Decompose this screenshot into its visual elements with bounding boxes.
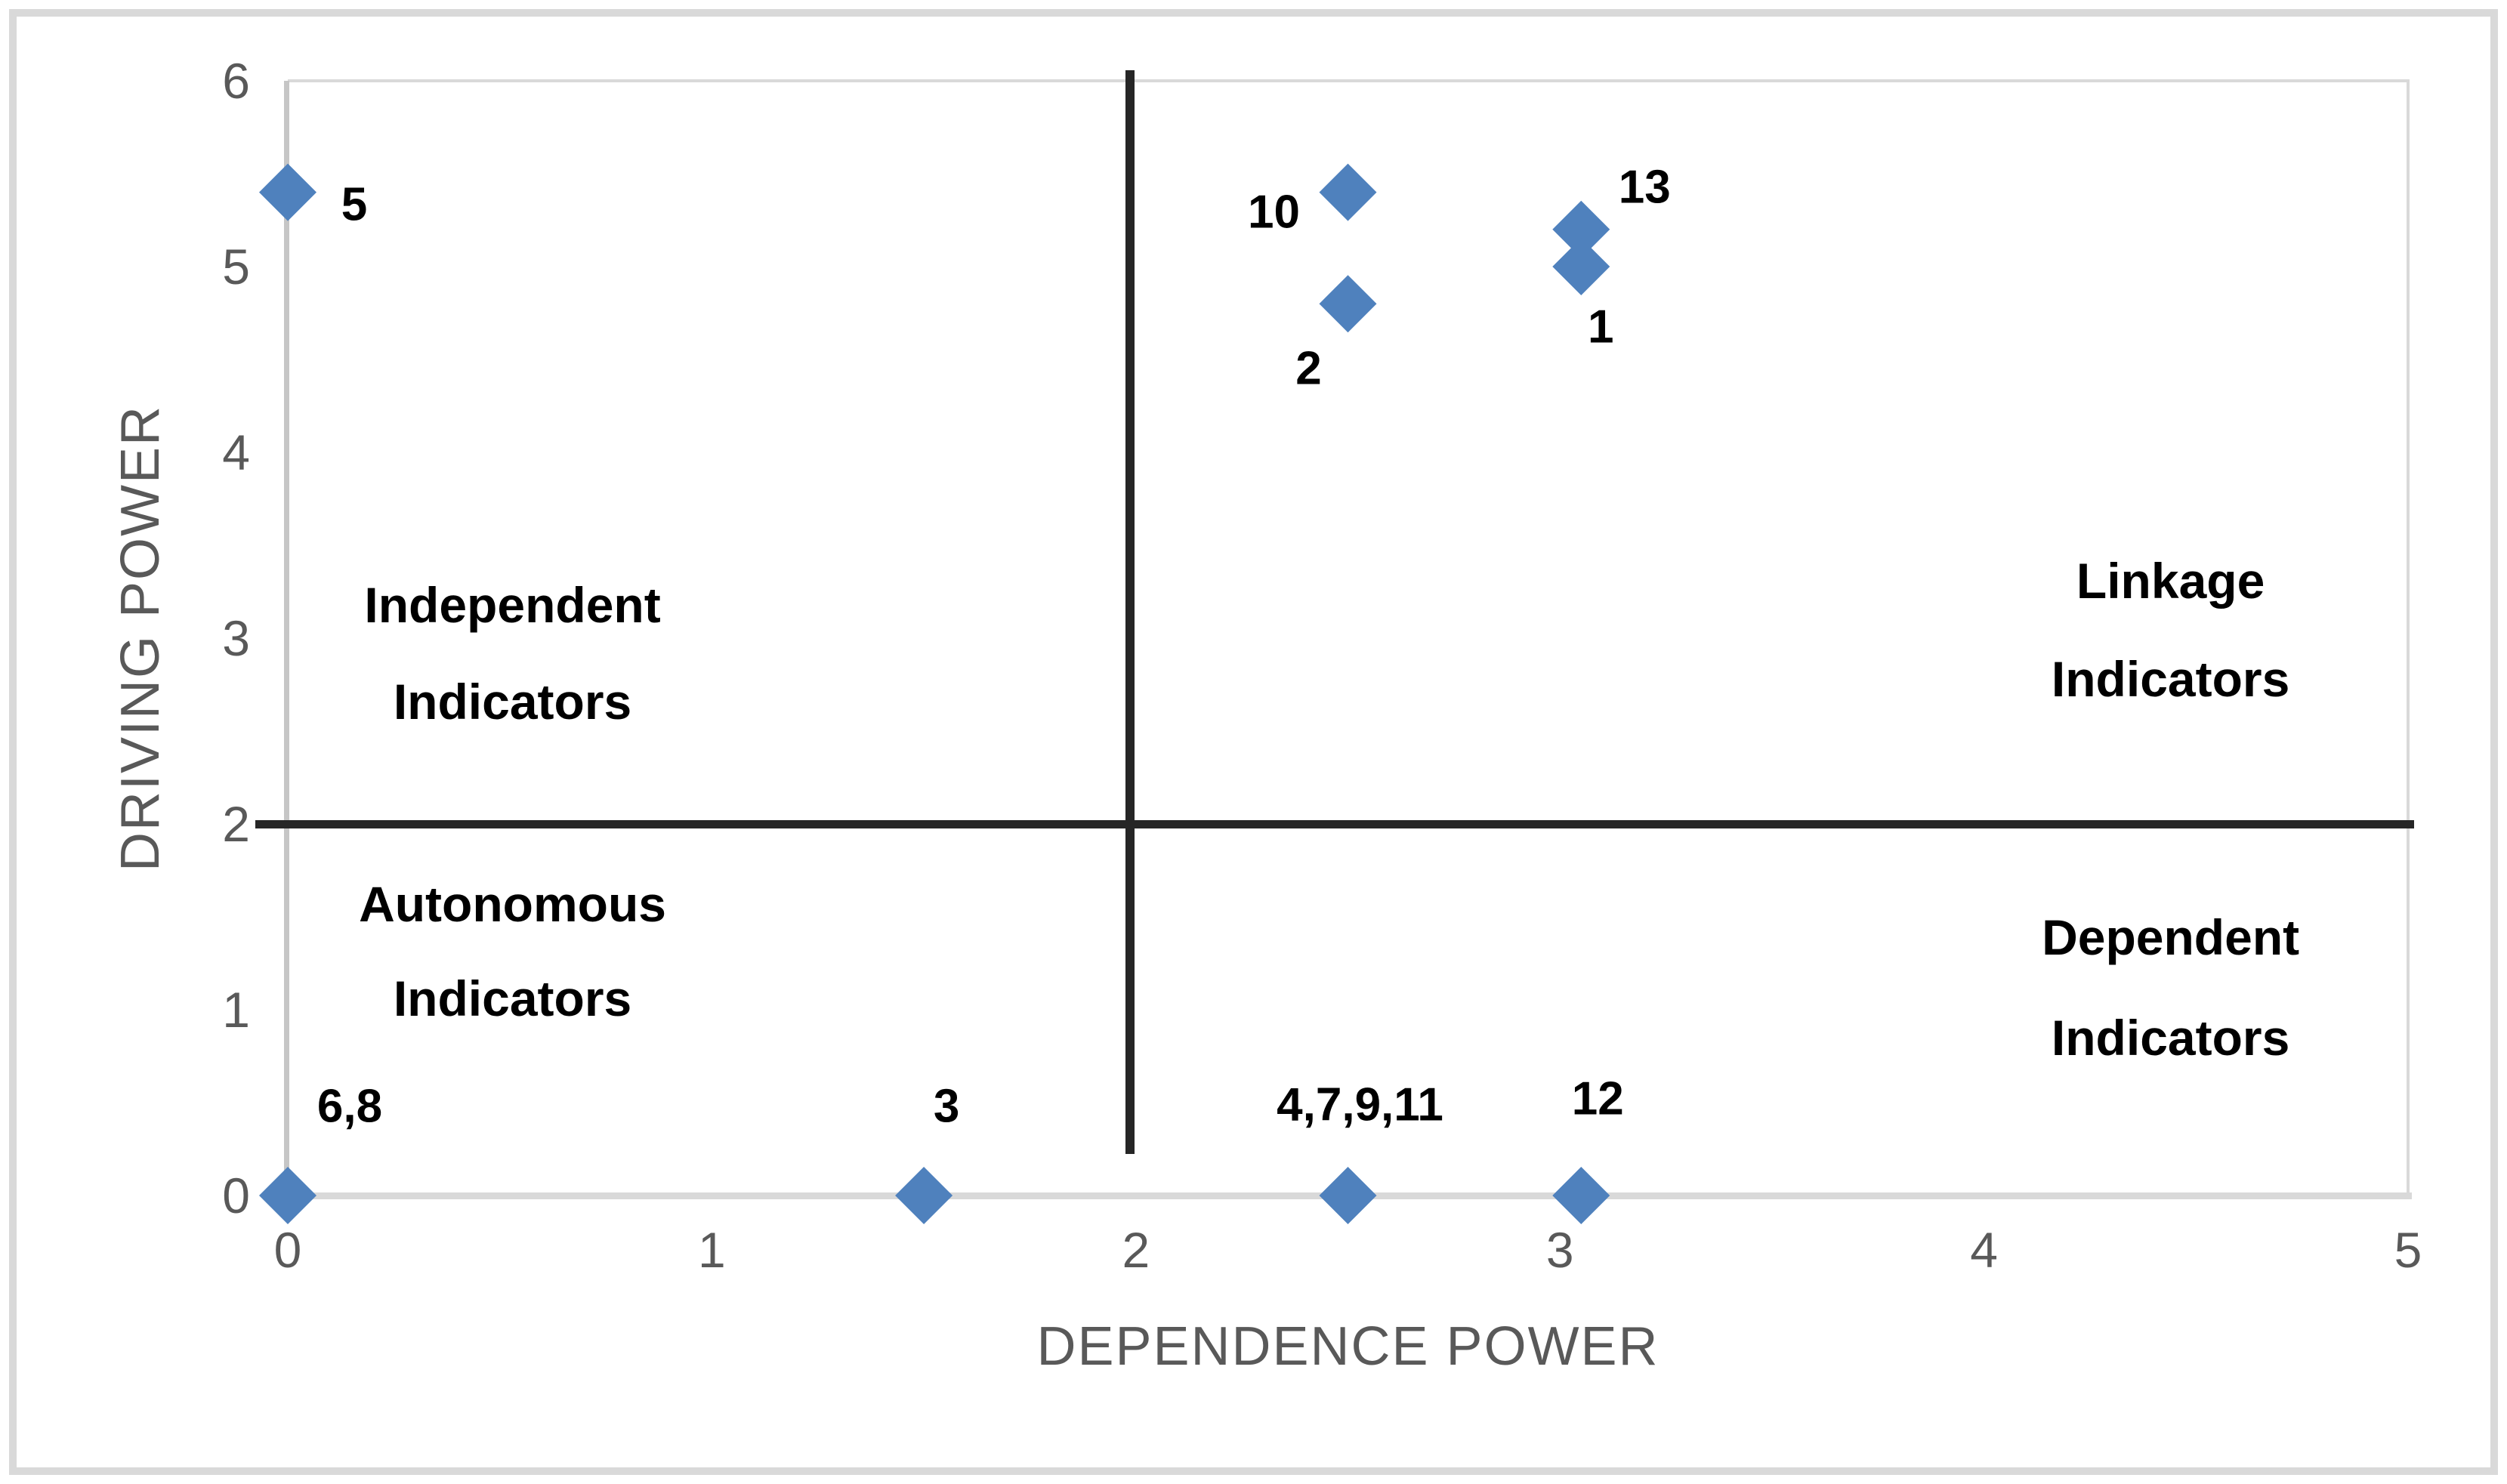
y-tick-label: 1 (222, 982, 250, 1038)
quadrant-label-linkage: Linkage (2076, 552, 2265, 609)
quadrant-label-autonomous: Autonomous (359, 875, 666, 932)
data-point-label: 10 (1248, 186, 1300, 239)
y-tick-label: 6 (222, 53, 250, 109)
data-point-label: 3 (933, 1080, 960, 1133)
plot-border-right (2407, 81, 2410, 1196)
data-point-label: 4,7,9,11 (1277, 1078, 1443, 1131)
data-point-label: 6,8 (316, 1080, 383, 1133)
x-tick-label: 5 (2394, 1222, 2422, 1278)
data-point-marker-3 (895, 1167, 953, 1224)
x-tick-label: 0 (273, 1222, 302, 1278)
data-point-marker-10 (1319, 163, 1377, 221)
quadrant-divider-vertical (1125, 70, 1135, 1154)
quadrant-label-linkage: Indicators (2051, 651, 2290, 708)
data-point-marker-2 (1319, 275, 1377, 333)
data-point-marker-5 (259, 163, 316, 221)
data-point-label: 12 (1571, 1072, 1624, 1125)
plot-border-top (288, 79, 2410, 82)
quadrant-label-autonomous: Indicators (393, 970, 632, 1027)
data-point-marker-6-8 (259, 1167, 316, 1224)
x-tick-label: 1 (698, 1222, 726, 1278)
quadrant-label-dependent: Indicators (2051, 1009, 2290, 1066)
quadrant-label-dependent: Dependent (2042, 909, 2300, 966)
quadrant-label-independent: Indicators (393, 673, 632, 730)
data-point-label: 5 (341, 178, 368, 231)
data-point-label: 13 (1618, 161, 1671, 214)
y-tick-label: 5 (222, 239, 250, 295)
y-tick-label: 4 (222, 424, 250, 480)
data-point-marker-13 (1552, 200, 1610, 258)
y-axis-line (284, 81, 289, 1214)
y-tick-label: 3 (222, 610, 250, 666)
quadrant-label-independent: Independent (364, 576, 661, 633)
data-point-marker-12 (1552, 1167, 1610, 1224)
data-point-label: 2 (1295, 342, 1322, 395)
y-tick-label: 0 (222, 1168, 250, 1223)
x-axis-title: DEPENDENCE POWER (1036, 1316, 1659, 1377)
data-point-marker-1 (1552, 238, 1610, 295)
x-tick-label: 2 (1122, 1222, 1150, 1278)
x-tick-label: 4 (1970, 1222, 1998, 1278)
x-tick-label: 3 (1545, 1222, 1574, 1278)
y-tick-label: 2 (222, 796, 250, 852)
quadrant-divider-horizontal (255, 820, 2414, 828)
data-point-marker-4-7-9-11 (1319, 1167, 1377, 1224)
data-point-label: 1 (1588, 301, 1614, 353)
